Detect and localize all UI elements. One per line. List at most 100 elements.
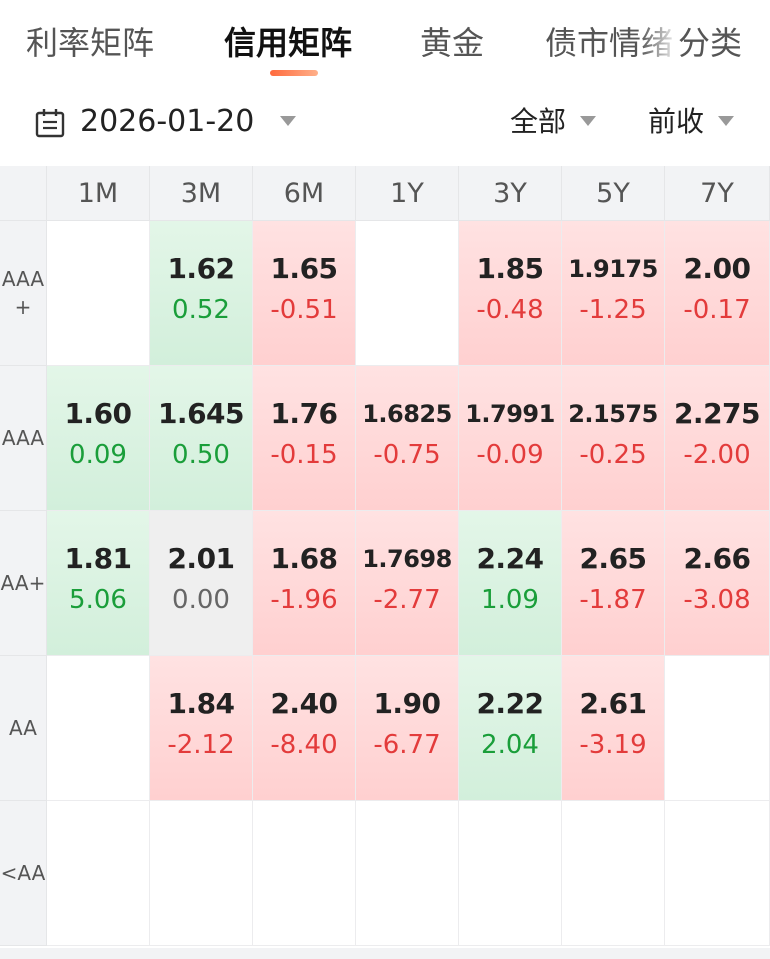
yield-value: 1.60 [64,397,132,430]
matrix-cell [47,221,150,366]
matrix-cell[interactable]: 1.7698 -2.77 [356,511,459,656]
column-header-3y: 3Y [459,166,562,221]
matrix-cell[interactable]: 1.7991 -0.09 [459,366,562,511]
change-value: 0.50 [172,440,230,470]
change-value: -1.96 [270,585,338,615]
matrix-cell[interactable]: 2.61 -3.19 [562,656,665,801]
credit-matrix-grid: 1M 3M 6M 1Y 3Y 5Y 7Y AAA + 1.62 0.52 1.65 -0.51 1.85… [0,166,770,948]
change-value: 1.09 [481,585,539,615]
tab-overflow-fade [640,18,680,68]
date-selector[interactable]: 2026-01-20 [80,104,255,139]
change-value: 0.52 [172,295,230,325]
tab-gold[interactable]: 黄金 [420,24,485,62]
date-dropdown-icon[interactable] [280,116,296,126]
yield-value: 1.62 [167,252,235,285]
row-label: <AA [0,801,47,946]
matrix-cell[interactable]: 1.65 -0.51 [253,221,356,366]
matrix-cell[interactable]: 2.1575 -0.25 [562,366,665,511]
change-value: -3.19 [579,730,647,760]
yield-value: 2.40 [270,687,338,720]
tab-rate-matrix[interactable]: 利率矩阵 [26,24,155,62]
matrix-cell [459,801,562,946]
yield-value: 2.24 [476,542,544,575]
change-value: 5.06 [69,585,127,615]
bottom-divider [0,948,770,959]
yield-value: 1.81 [64,542,132,575]
matrix-cell [150,801,253,946]
matrix-cell[interactable]: 1.62 0.52 [150,221,253,366]
change-value: -0.09 [476,440,544,470]
change-value: -1.25 [579,295,647,325]
column-header-3m: 3M [150,166,253,221]
column-header-6m: 6M [253,166,356,221]
matrix-cell[interactable]: 2.24 1.09 [459,511,562,656]
matrix-cell[interactable]: 1.68 -1.96 [253,511,356,656]
change-value: -6.77 [373,730,441,760]
active-tab-indicator [270,70,318,76]
matrix-cell[interactable]: 1.90 -6.77 [356,656,459,801]
yield-value: 1.7991 [465,400,555,428]
filter-bar: 2026-01-20 全部 前收 [0,90,770,165]
scope-selector[interactable]: 全部 [510,105,567,138]
matrix-cell[interactable]: 1.645 0.50 [150,366,253,511]
yield-value: 2.1575 [568,400,658,428]
basis-dropdown-icon[interactable] [718,116,734,126]
scope-dropdown-icon[interactable] [580,116,596,126]
yield-value: 2.01 [167,542,235,575]
matrix-cell[interactable]: 1.60 0.09 [47,366,150,511]
column-header-7y: 7Y [665,166,770,221]
matrix-cell[interactable]: 1.81 5.06 [47,511,150,656]
yield-value: 1.645 [157,397,245,430]
matrix-cell[interactable]: 1.76 -0.15 [253,366,356,511]
basis-selector[interactable]: 前收 [648,105,705,138]
matrix-cell[interactable]: 2.275 -2.00 [665,366,770,511]
change-value: -0.75 [373,440,441,470]
column-header-1m: 1M [47,166,150,221]
matrix-cell[interactable]: 2.40 -8.40 [253,656,356,801]
change-value: -0.15 [270,440,338,470]
matrix-cell[interactable]: 1.9175 -1.25 [562,221,665,366]
change-value: 2.04 [481,730,539,760]
change-value: -8.40 [270,730,338,760]
matrix-cell [562,801,665,946]
matrix-cell[interactable]: 2.22 2.04 [459,656,562,801]
yield-value: 2.22 [476,687,544,720]
tab-credit-matrix[interactable]: 信用矩阵 [224,24,353,62]
yield-value: 2.61 [579,687,647,720]
yield-value: 2.65 [579,542,647,575]
matrix-cell [665,801,770,946]
change-value: -0.51 [270,295,338,325]
change-value: -2.12 [167,730,235,760]
change-value: 0.09 [69,440,127,470]
yield-value: 1.68 [270,542,338,575]
tab-category[interactable]: 分类 [678,24,743,62]
yield-value: 1.84 [167,687,235,720]
matrix-cell[interactable]: 1.85 -0.48 [459,221,562,366]
row-label: AAA + [0,221,47,366]
change-value: -0.17 [683,295,751,325]
corner-header [0,166,47,221]
yield-value: 2.66 [683,542,751,575]
yield-value: 2.00 [683,252,751,285]
change-value: -2.77 [373,585,441,615]
calendar-icon[interactable] [35,108,65,138]
yield-value: 2.275 [673,397,761,430]
yield-value: 1.76 [270,397,338,430]
yield-value: 1.7698 [362,545,452,573]
matrix-cell[interactable]: 2.65 -1.87 [562,511,665,656]
tab-bar: 利率矩阵 信用矩阵 黄金 债市情绪 分类 [0,0,770,90]
change-value: -0.48 [476,295,544,325]
yield-value: 1.85 [476,252,544,285]
matrix-cell[interactable]: 2.00 -0.17 [665,221,770,366]
change-value: -3.08 [683,585,751,615]
matrix-cell[interactable]: 2.01 0.00 [150,511,253,656]
matrix-cell[interactable]: 1.84 -2.12 [150,656,253,801]
row-label: AAA [0,366,47,511]
matrix-cell[interactable]: 2.66 -3.08 [665,511,770,656]
matrix-cell [356,801,459,946]
change-value: -1.87 [579,585,647,615]
matrix-cell [253,801,356,946]
change-value: -2.00 [683,440,751,470]
matrix-cell[interactable]: 1.6825 -0.75 [356,366,459,511]
row-label: AA [0,656,47,801]
